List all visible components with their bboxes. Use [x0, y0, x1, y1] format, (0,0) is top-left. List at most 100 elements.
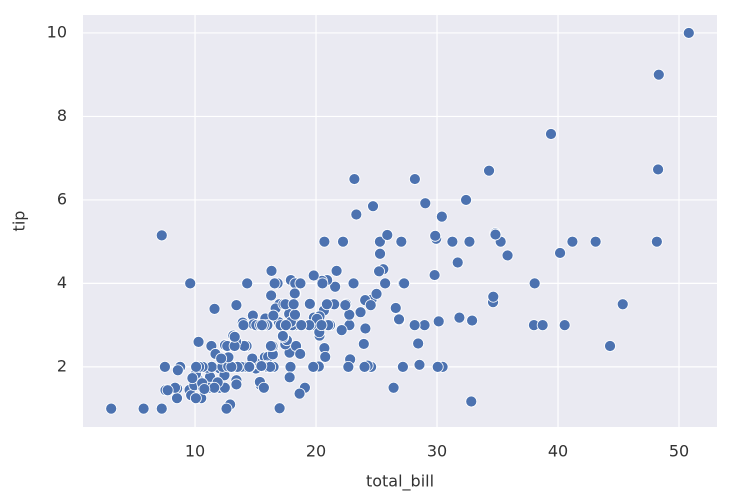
- point: [303, 297, 316, 310]
- point: [446, 235, 459, 248]
- point: [335, 324, 348, 337]
- point: [208, 381, 221, 394]
- point: [198, 383, 211, 395]
- point: [283, 371, 296, 384]
- point: [342, 360, 355, 373]
- point: [256, 319, 268, 332]
- point: [315, 319, 328, 332]
- point: [354, 306, 367, 319]
- point: [189, 392, 202, 405]
- point: [289, 308, 301, 321]
- point: [387, 381, 400, 394]
- point: [528, 277, 541, 290]
- y-tick-label: 4: [57, 273, 67, 292]
- point: [367, 200, 379, 213]
- point: [357, 338, 370, 350]
- plot-area: [83, 15, 717, 427]
- point: [554, 247, 566, 259]
- point: [276, 330, 289, 342]
- point: [589, 235, 602, 248]
- point: [374, 235, 386, 248]
- point: [294, 348, 307, 360]
- point: [347, 277, 360, 290]
- point: [397, 360, 409, 373]
- point: [419, 197, 432, 210]
- point: [273, 402, 286, 415]
- point: [501, 249, 514, 262]
- point: [389, 302, 402, 314]
- point: [293, 387, 306, 400]
- point: [487, 290, 500, 303]
- point: [348, 173, 361, 185]
- point: [339, 299, 352, 312]
- point: [155, 402, 168, 415]
- point: [192, 335, 205, 348]
- point: [105, 402, 118, 415]
- point: [465, 395, 478, 408]
- point: [265, 340, 277, 352]
- x-tick-label: 20: [306, 442, 326, 461]
- point: [186, 372, 199, 385]
- point: [358, 360, 371, 373]
- point: [184, 277, 197, 290]
- point: [428, 269, 441, 281]
- point: [398, 277, 411, 290]
- point: [432, 315, 445, 328]
- point: [288, 287, 301, 300]
- point: [374, 247, 386, 260]
- point: [460, 194, 472, 206]
- point: [483, 164, 495, 177]
- point: [682, 27, 695, 39]
- point: [359, 322, 372, 335]
- point: [604, 340, 616, 352]
- point: [370, 287, 383, 300]
- point: [453, 311, 466, 324]
- point: [316, 277, 329, 290]
- point: [350, 208, 363, 221]
- point: [652, 163, 664, 176]
- point: [243, 360, 256, 373]
- point: [241, 277, 254, 290]
- point: [295, 319, 308, 332]
- point: [319, 350, 332, 363]
- point: [364, 299, 377, 312]
- x-tick-label: 10: [185, 442, 205, 461]
- point: [329, 280, 342, 293]
- point: [228, 330, 241, 343]
- point: [566, 235, 579, 248]
- point: [536, 319, 549, 332]
- point: [463, 235, 476, 248]
- point: [161, 384, 174, 397]
- point: [435, 210, 448, 223]
- y-axis-label: tip: [10, 211, 29, 232]
- point: [265, 289, 278, 302]
- point: [237, 319, 250, 332]
- point: [155, 229, 168, 242]
- point: [171, 392, 183, 405]
- point: [257, 381, 270, 394]
- point: [408, 173, 421, 185]
- point: [418, 319, 431, 332]
- point: [208, 302, 221, 315]
- point: [220, 402, 233, 415]
- point: [466, 314, 479, 327]
- point: [171, 364, 184, 377]
- point: [379, 277, 392, 290]
- point: [268, 277, 281, 290]
- point: [393, 313, 405, 326]
- y-tick-label: 2: [57, 356, 67, 375]
- point: [373, 265, 385, 278]
- point: [321, 298, 333, 311]
- point: [337, 235, 349, 248]
- point: [255, 360, 268, 372]
- point: [284, 360, 297, 373]
- point: [616, 298, 629, 311]
- point: [318, 235, 331, 248]
- point: [307, 269, 320, 282]
- point: [451, 256, 464, 269]
- y-tick-label: 10: [47, 22, 67, 41]
- point: [558, 319, 571, 332]
- x-tick-label: 40: [548, 442, 568, 461]
- x-tick-label: 50: [669, 442, 689, 461]
- y-tick-label: 8: [57, 106, 67, 125]
